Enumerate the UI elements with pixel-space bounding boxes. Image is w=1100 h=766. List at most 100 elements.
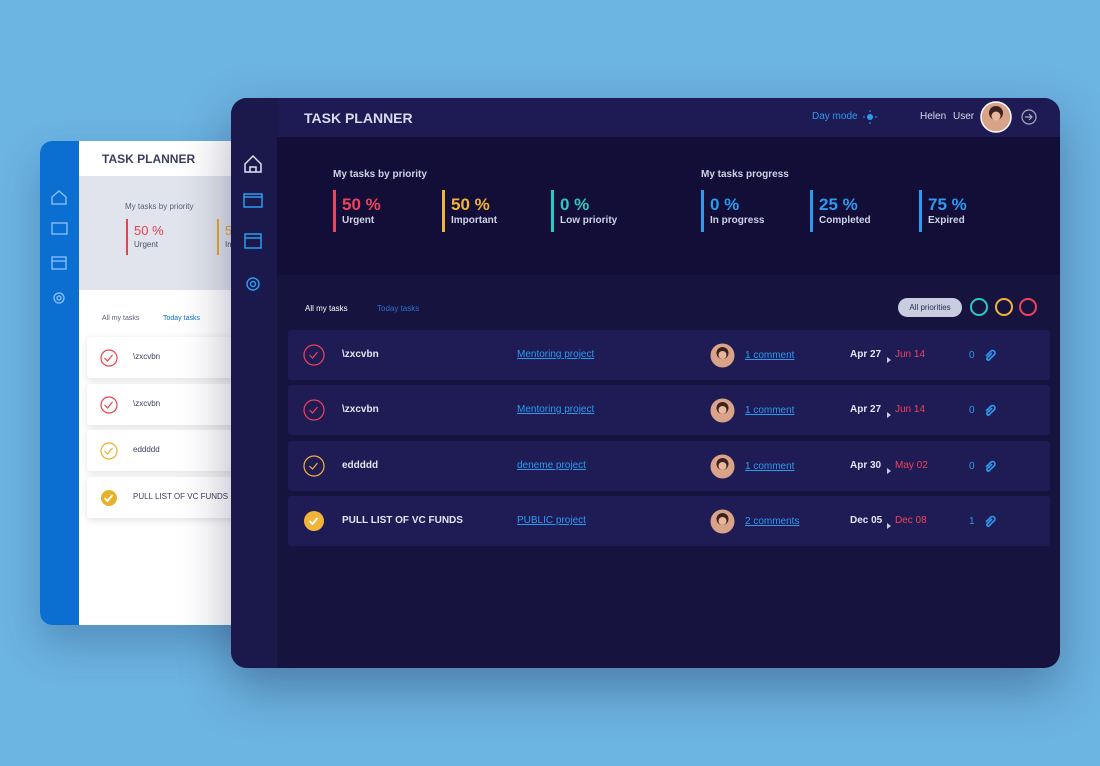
task-name: \zxcvbn bbox=[133, 352, 161, 361]
tab[interactable]: Today tasks bbox=[163, 315, 200, 322]
comments-link[interactable]: 1 comment bbox=[745, 461, 795, 472]
task-check[interactable] bbox=[100, 395, 118, 414]
assignee-avatar-svg bbox=[710, 509, 735, 534]
end-date: Dec 08 bbox=[895, 515, 927, 526]
stat-label: Important bbox=[451, 215, 498, 226]
assignee-avatar-svg bbox=[710, 398, 735, 423]
end-date: Jun 14 bbox=[895, 404, 926, 415]
end-date: May 02 bbox=[895, 460, 928, 471]
attachment-count: 0 bbox=[969, 405, 975, 416]
date-arrow bbox=[886, 462, 892, 474]
assignee-avatar bbox=[710, 343, 735, 368]
task-check-svg bbox=[303, 455, 325, 477]
stat-value: 50 % bbox=[134, 223, 164, 238]
stat-value: 0 % bbox=[710, 195, 740, 214]
task-row[interactable]: PULL LIST OF VC FUNDS PUBLIC project 2 com… bbox=[288, 496, 1050, 546]
stat-value: 50 % bbox=[342, 195, 381, 214]
date-arrow bbox=[886, 351, 892, 363]
stat-label: Low priority bbox=[560, 215, 618, 226]
stat-bar bbox=[217, 219, 219, 255]
stat-label: In progress bbox=[710, 215, 765, 226]
sidebar bbox=[231, 98, 277, 668]
attachment-icon[interactable] bbox=[983, 459, 997, 473]
stat-bar bbox=[810, 190, 813, 232]
comments-link[interactable]: 1 comment bbox=[745, 405, 795, 416]
comments-link[interactable]: 2 comments bbox=[745, 516, 800, 527]
assignee-avatar bbox=[710, 454, 735, 479]
date-arrow bbox=[886, 517, 892, 529]
logout-icon[interactable] bbox=[1020, 108, 1038, 126]
tab[interactable]: All my tasks bbox=[305, 304, 348, 313]
section-title: My tasks by priority bbox=[333, 169, 427, 180]
attachment-icon[interactable] bbox=[983, 403, 997, 417]
day-mode-toggle[interactable]: Day mode bbox=[812, 111, 858, 122]
task-check[interactable] bbox=[303, 455, 325, 477]
header bbox=[277, 98, 1060, 137]
assignee-avatar bbox=[710, 509, 735, 534]
task-check[interactable] bbox=[303, 399, 325, 421]
task-check[interactable] bbox=[100, 442, 118, 460]
tab[interactable]: Today tasks bbox=[377, 304, 420, 313]
start-date: Apr 27 bbox=[850, 404, 882, 415]
stats-panel bbox=[277, 137, 1060, 275]
tab[interactable]: All my tasks bbox=[102, 315, 140, 322]
attachment-icon[interactable] bbox=[983, 348, 997, 362]
project-link[interactable]: Mentoring project bbox=[517, 404, 595, 415]
task-check-svg bbox=[303, 399, 325, 421]
date-arrow-svg bbox=[887, 357, 891, 363]
priority-filter[interactable]: All priorities bbox=[898, 298, 962, 317]
task-name: eddddd bbox=[133, 445, 160, 454]
stat-value: 50 % bbox=[451, 195, 490, 214]
task-check-svg bbox=[100, 442, 118, 460]
user-avatar[interactable] bbox=[980, 101, 1012, 133]
comments-link[interactable]: 1 comment bbox=[745, 350, 795, 361]
section-title: My tasks progress bbox=[701, 169, 789, 180]
stat-label: Urgent bbox=[134, 240, 159, 249]
task-check[interactable] bbox=[100, 489, 118, 507]
task-check-svg bbox=[101, 489, 117, 506]
sun-icon bbox=[863, 110, 877, 124]
start-date: Apr 27 bbox=[850, 349, 882, 360]
sidebar-icons bbox=[51, 190, 68, 304]
date-arrow-svg bbox=[887, 523, 891, 529]
project-link[interactable]: Mentoring project bbox=[517, 349, 595, 360]
user-first-name: Helen bbox=[920, 111, 947, 122]
stat-bar bbox=[551, 190, 554, 232]
stat-bar bbox=[701, 190, 704, 232]
stat-bar bbox=[919, 190, 922, 232]
task-name: eddddd bbox=[342, 460, 379, 471]
priority-filter-circles[interactable] bbox=[969, 297, 1041, 317]
start-date: Apr 30 bbox=[850, 460, 882, 471]
attachment-icon-svg bbox=[985, 404, 996, 416]
sidebar bbox=[40, 141, 79, 625]
attachment-count: 0 bbox=[969, 461, 975, 472]
task-check-svg bbox=[303, 344, 325, 366]
user-last-name: User bbox=[953, 111, 975, 122]
attachment-icon-svg bbox=[985, 349, 996, 361]
assignee-avatar-svg bbox=[710, 454, 735, 479]
stat-label: Urgent bbox=[342, 215, 375, 226]
stat-bar bbox=[442, 190, 445, 232]
task-row[interactable]: \zxcvbn Mentoring project 1 comment Apr 27 J… bbox=[288, 330, 1050, 380]
stat-label: Completed bbox=[819, 215, 871, 226]
task-check-svg bbox=[100, 349, 118, 367]
task-row[interactable]: eddddd deneme project 1 comment Apr 30 May 0… bbox=[288, 441, 1050, 491]
task-check[interactable] bbox=[100, 349, 118, 367]
project-link[interactable]: PUBLIC project bbox=[517, 515, 586, 526]
stat-value: 0 % bbox=[560, 195, 590, 214]
task-name: \zxcvbn bbox=[342, 404, 379, 415]
attachment-icon[interactable] bbox=[983, 514, 997, 528]
assignee-avatar bbox=[710, 398, 735, 423]
task-name: \zxcvbn bbox=[342, 349, 379, 360]
task-check[interactable] bbox=[303, 510, 325, 532]
date-arrow-svg bbox=[887, 412, 891, 418]
task-check[interactable] bbox=[303, 344, 325, 366]
date-arrow-svg bbox=[887, 468, 891, 474]
stat-bar bbox=[333, 190, 336, 232]
date-arrow bbox=[886, 406, 892, 418]
stat-bar bbox=[126, 219, 128, 255]
task-row[interactable]: \zxcvbn Mentoring project 1 comment Apr 27 J… bbox=[288, 385, 1050, 435]
project-link[interactable]: deneme project bbox=[517, 460, 586, 471]
start-date: Dec 05 bbox=[850, 515, 883, 526]
